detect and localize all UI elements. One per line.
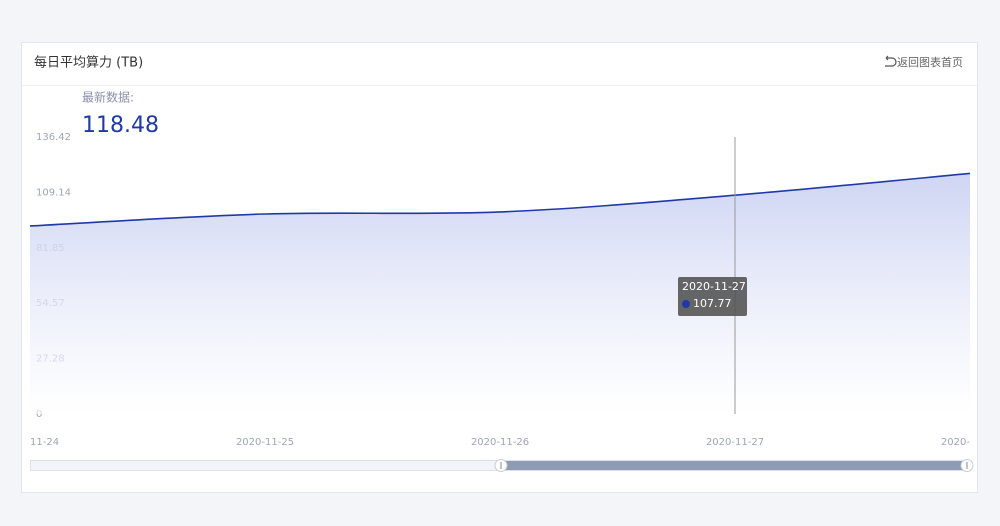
reset-label[interactable]: 返回图表首页 xyxy=(897,55,963,69)
y-tick-label: 136.42 xyxy=(36,132,71,143)
data-zoom[interactable] xyxy=(30,459,974,472)
x-tick-label: 2020-11-26 xyxy=(471,437,529,448)
tooltip-box xyxy=(678,277,747,316)
tooltip-value: 107.77 xyxy=(693,297,732,310)
tooltip-dot xyxy=(682,300,690,308)
line xyxy=(29,172,971,227)
x-tick-label: 2020-11-28 xyxy=(941,437,999,448)
x-tick-label: 2020-11-24 xyxy=(1,437,59,448)
x-tick-label: 2020-11-27 xyxy=(706,437,764,448)
tooltip: 2020-11-27 107.77 xyxy=(678,277,747,316)
x-tick-label: 2020-11-25 xyxy=(236,437,294,448)
reset-icon xyxy=(885,55,897,67)
tooltip-date: 2020-11-27 xyxy=(682,280,746,293)
zoom-window[interactable] xyxy=(501,461,968,470)
latest-value: 118.48 xyxy=(82,113,159,138)
y-tick-label: 0 xyxy=(36,409,42,420)
chart-title: 每日平均算力 (TB) xyxy=(34,55,143,71)
latest-label: 最新数据: xyxy=(82,90,134,105)
y-tick-label: 109.14 xyxy=(36,187,71,198)
reset-button[interactable]: 返回图表首页 xyxy=(885,55,963,69)
